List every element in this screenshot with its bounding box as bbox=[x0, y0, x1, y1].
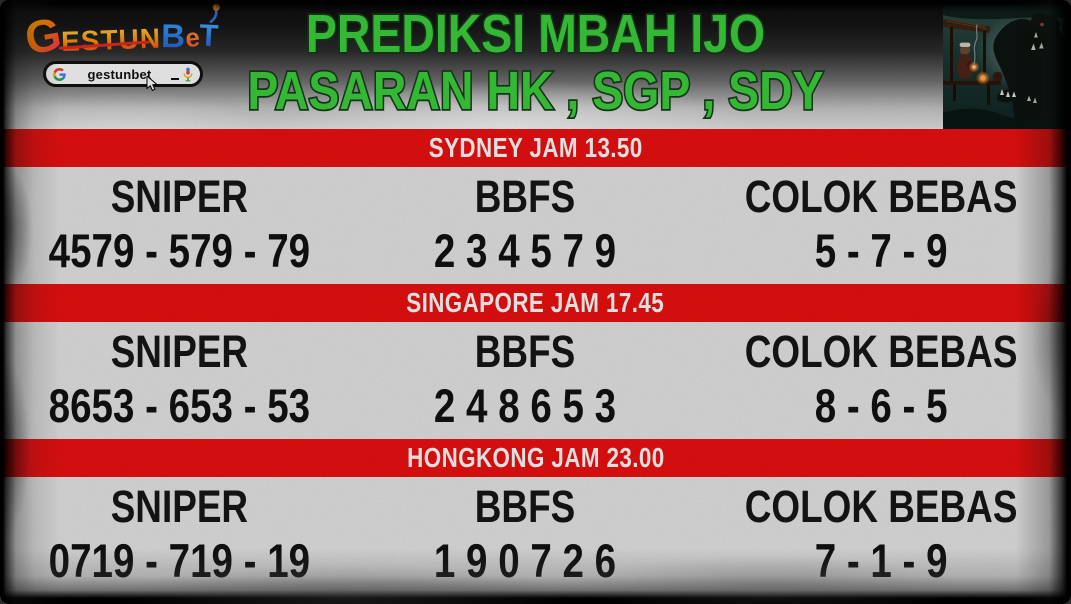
shaman-panther-artwork bbox=[943, 5, 1071, 130]
sniper-column: SNIPER 8653 - 653 - 53 bbox=[0, 326, 359, 439]
logo-letter-b: B bbox=[160, 17, 186, 55]
bbfs-column: BBFS 1 9 0 7 2 6 bbox=[359, 481, 691, 604]
column-value: 7 - 1 - 9 bbox=[814, 534, 948, 587]
logo-letter-g: G bbox=[20, 7, 66, 65]
brand-logo: GESTUNBeT gestunbet bbox=[14, 3, 229, 126]
column-label: BBFS bbox=[474, 326, 576, 377]
colok-bebas-column: COLOK BEBAS 5 - 7 - 9 bbox=[691, 171, 1071, 284]
bbfs-column: BBFS 2 4 8 6 5 3 bbox=[359, 326, 691, 439]
header: GESTUNBeT gestunbet bbox=[0, 0, 1071, 130]
column-value: 1 9 0 7 2 6 bbox=[433, 534, 616, 587]
market-banner: HONGKONG JAM 23.00 bbox=[0, 439, 1071, 477]
market-section-hongkong: HONGKONG JAM 23.00 SNIPER 0719 - 719 - 1… bbox=[0, 439, 1071, 604]
google-g-icon bbox=[53, 67, 66, 81]
sniper-column: SNIPER 0719 - 719 - 19 bbox=[0, 481, 359, 604]
column-label: BBFS bbox=[474, 481, 576, 532]
column-label: SNIPER bbox=[110, 171, 249, 222]
market-banner-text: SYDNEY JAM 13.50 bbox=[428, 132, 643, 163]
markets-list: SYDNEY JAM 13.50 SNIPER 4579 - 579 - 79 … bbox=[0, 129, 1071, 604]
brand-wordmark: GESTUNBeT bbox=[13, 0, 230, 65]
column-value: 0719 - 719 - 19 bbox=[48, 534, 311, 587]
market-banner: SINGAPORE JAM 17.45 bbox=[0, 284, 1071, 322]
column-label: COLOK BEBAS bbox=[744, 171, 1018, 222]
logo-swoosh-dot-icon bbox=[209, 3, 220, 23]
market-row: SNIPER 0719 - 719 - 19 BBFS 1 9 0 7 2 6 … bbox=[0, 477, 1071, 604]
colok-bebas-column: COLOK BEBAS 8 - 6 - 5 bbox=[691, 326, 1071, 439]
bbfs-column: BBFS 2 3 4 5 7 9 bbox=[359, 171, 691, 284]
market-section-singapore: SINGAPORE JAM 17.45 SNIPER 8653 - 653 - … bbox=[0, 284, 1071, 439]
market-banner-text: HONGKONG JAM 23.00 bbox=[406, 442, 665, 473]
column-value: 2 3 4 5 7 9 bbox=[433, 224, 616, 277]
microphone-icon[interactable] bbox=[183, 67, 193, 82]
column-label: COLOK BEBAS bbox=[744, 326, 1018, 377]
market-section-sydney: SYDNEY JAM 13.50 SNIPER 4579 - 579 - 79 … bbox=[0, 129, 1071, 284]
market-row: SNIPER 8653 - 653 - 53 BBFS 2 4 8 6 5 3 … bbox=[0, 322, 1071, 439]
text-caret bbox=[171, 78, 179, 80]
market-banner-text: SINGAPORE JAM 17.45 bbox=[406, 287, 665, 318]
column-value: 4579 - 579 - 79 bbox=[48, 224, 311, 277]
market-row: SNIPER 4579 - 579 - 79 BBFS 2 3 4 5 7 9 … bbox=[0, 167, 1071, 284]
search-input[interactable]: gestunbet bbox=[43, 61, 203, 87]
column-value: 2 4 8 6 5 3 bbox=[433, 379, 616, 432]
column-label: SNIPER bbox=[110, 481, 249, 532]
market-banner: SYDNEY JAM 13.50 bbox=[0, 129, 1071, 167]
column-value: 8 - 6 - 5 bbox=[814, 379, 948, 432]
column-value: 8653 - 653 - 53 bbox=[48, 379, 311, 432]
logo-letter-t: T bbox=[198, 17, 220, 54]
colok-bebas-column: COLOK BEBAS 7 - 1 - 9 bbox=[691, 481, 1071, 604]
column-label: COLOK BEBAS bbox=[744, 481, 1018, 532]
column-label: SNIPER bbox=[110, 326, 249, 377]
mouse-cursor-icon bbox=[146, 76, 159, 92]
column-label: BBFS bbox=[474, 171, 576, 222]
column-value: 5 - 7 - 9 bbox=[814, 224, 948, 277]
sniper-column: SNIPER 4579 - 579 - 79 bbox=[0, 171, 359, 284]
